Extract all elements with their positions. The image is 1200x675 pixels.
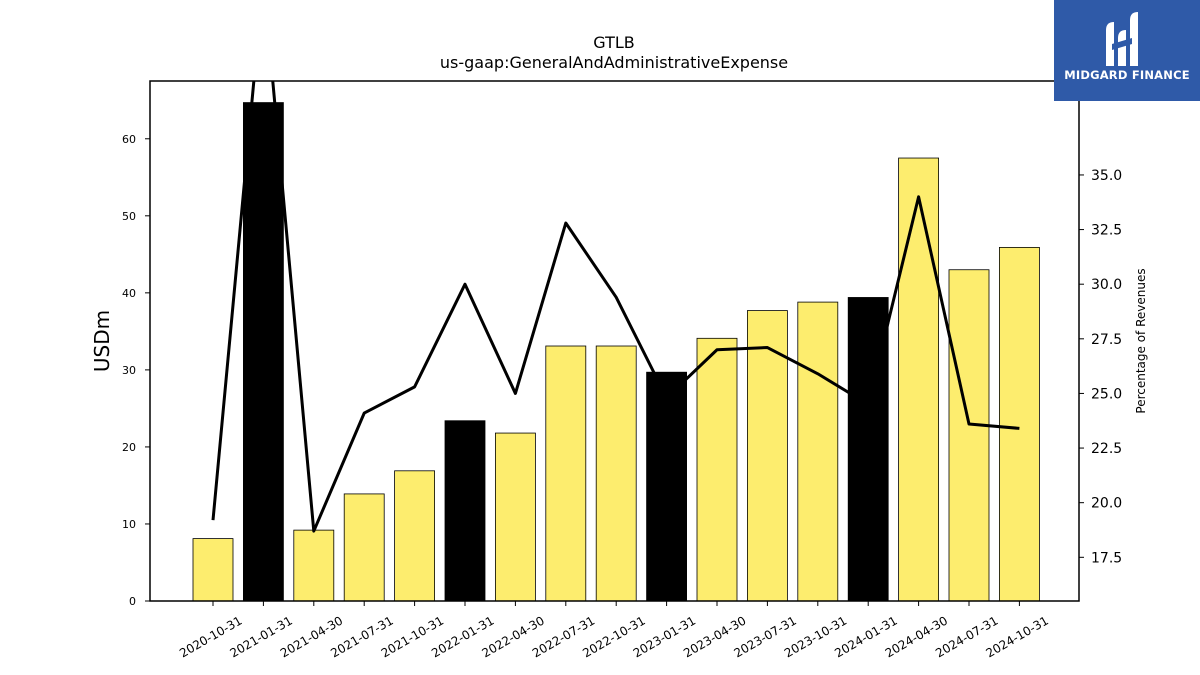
y2-tick-label: 32.5: [1091, 223, 1122, 239]
y2-tick-label: 25.0: [1091, 386, 1122, 402]
logo-text: MIDGARD FINANCE: [1064, 68, 1190, 82]
chart-subtitle: us-gaap:GeneralAndAdministrativeExpense: [440, 53, 788, 72]
y2-tick-label: 20.0: [1091, 496, 1122, 512]
y-tick-label: 0: [129, 595, 136, 608]
bar: [192, 538, 234, 602]
y-tick-label: 60: [122, 133, 136, 146]
y2-axis-label: Percentage of Revenues: [1134, 268, 1148, 413]
bar: [343, 493, 385, 602]
y-tick-label: 10: [122, 518, 136, 531]
bar: [948, 269, 990, 602]
midgard-logo-icon: [1106, 12, 1138, 66]
bar: [696, 337, 738, 602]
bars-layer: [192, 102, 1040, 602]
bar: [999, 246, 1040, 602]
chart-title: GTLB: [593, 33, 635, 52]
bar: [545, 345, 587, 602]
bar: [646, 371, 687, 602]
right-axis: 17.5 20.0 22.5 25.0 27.5 30.0 32.5 35.0: [1079, 168, 1122, 566]
bar: [494, 432, 536, 602]
bar: [242, 102, 284, 602]
ratio-line: [211, 81, 1020, 533]
bar: [898, 157, 939, 602]
bar: [747, 310, 788, 602]
bar: [444, 420, 486, 602]
y-tick-label: 20: [122, 441, 136, 454]
bar: [595, 345, 637, 602]
brand-logo: MIDGARD FINANCE: [1054, 0, 1200, 101]
x-axis: 2020-10-312021-01-312021-04-302021-07-31…: [177, 601, 1051, 660]
line-layer: [211, 81, 1020, 533]
y-axis-label: USDm: [90, 310, 114, 372]
bar: [293, 529, 335, 602]
y2-tick-label: 22.5: [1091, 441, 1122, 457]
y2-tick-label: 30.0: [1091, 277, 1122, 293]
left-axis: 0 10 20 30 40 50 60: [122, 133, 150, 608]
y2-tick-label: 27.5: [1091, 332, 1122, 348]
y2-tick-label: 17.5: [1091, 550, 1122, 566]
plot-frame: [149, 80, 1080, 602]
y-tick-label: 50: [122, 210, 136, 223]
y2-tick-label: 35.0: [1091, 168, 1122, 184]
y-tick-label: 30: [122, 364, 136, 377]
bar: [394, 470, 436, 602]
y-tick-label: 40: [122, 287, 136, 300]
bar: [797, 301, 839, 602]
